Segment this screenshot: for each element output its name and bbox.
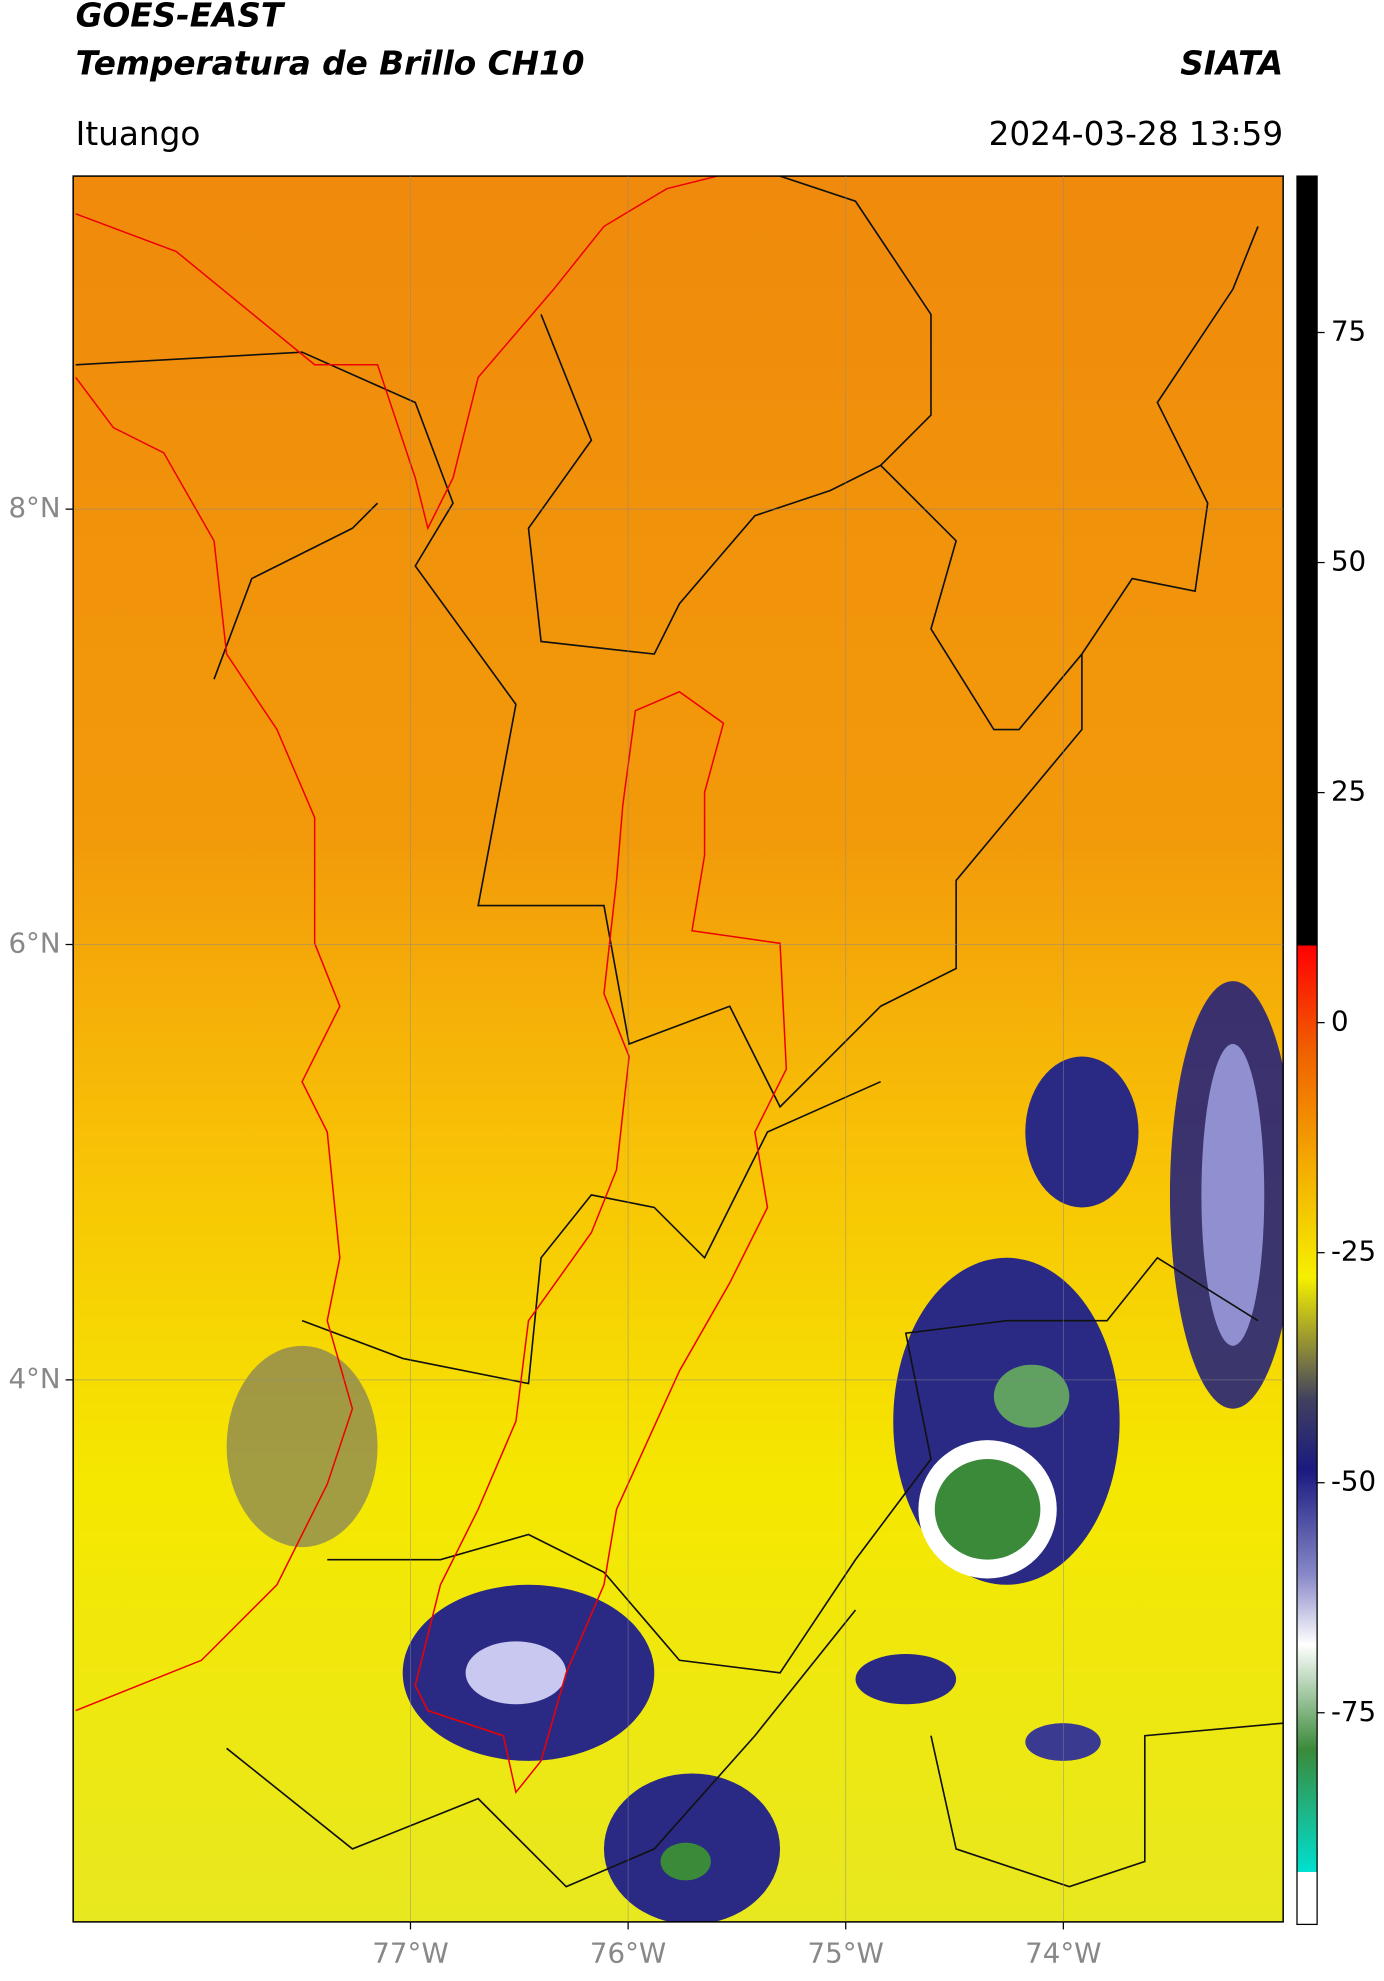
subtitle: Temperatura de Brillo CH10	[76, 44, 585, 82]
datetime: 2024-03-28 13:59	[989, 115, 1284, 153]
colorbar-tick-label: 0	[1331, 1005, 1349, 1038]
map-frame	[72, 175, 1284, 1923]
x-tick-label: 76°W	[590, 1937, 666, 1970]
x-tick-label: 75°W	[808, 1937, 884, 1970]
y-tick-label: 8°N	[8, 491, 60, 524]
x-tick-label: 74°W	[1025, 1937, 1101, 1970]
colorbar-tick-label: 50	[1331, 545, 1366, 578]
colorbar-tick-label: -75	[1331, 1695, 1376, 1728]
y-tick-label: 4°N	[8, 1362, 60, 1395]
colorbar-tick-label: 25	[1331, 775, 1366, 808]
source: SIATA	[1180, 44, 1283, 82]
colorbar-tick-label: 75	[1331, 315, 1366, 348]
x-tick-label: 77°W	[372, 1937, 448, 1970]
title: GOES-EAST	[76, 0, 286, 35]
colorbar-tick-label: -25	[1331, 1235, 1376, 1268]
map-image	[73, 176, 1284, 1922]
location: Ituango	[76, 115, 201, 153]
colorbar	[1296, 175, 1318, 1926]
y-tick-label: 6°N	[8, 927, 60, 960]
colorbar-tick-label: -50	[1331, 1465, 1376, 1498]
